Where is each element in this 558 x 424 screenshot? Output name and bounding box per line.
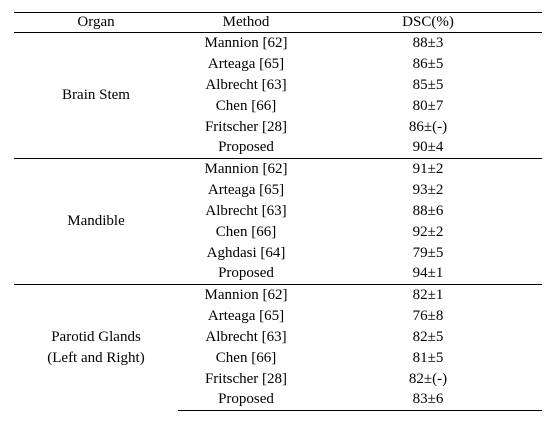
dsc-cell: 82±1 (314, 284, 542, 306)
dsc-cell: 88±6 (412, 202, 444, 219)
dsc-cell: 82±5 (412, 328, 444, 345)
organ-cell: Parotid Glands (Left and Right) (14, 284, 178, 411)
dsc-cell: 90±4 (412, 139, 444, 156)
dsc-cell: 86±(-) (408, 118, 448, 135)
table-row: Albrecht [63] 82±5 (14, 327, 542, 348)
table-row: Chen [66] 81±5 (14, 348, 542, 369)
table-row: Albrecht [63] 88±6 (14, 201, 542, 222)
table-row: Albrecht [63] 85±5 (14, 75, 542, 96)
organ-label: (Left and Right) (47, 349, 145, 366)
method-cell: Albrecht [63] (205, 76, 287, 93)
dsc-cell: 86±5 (412, 55, 444, 72)
table-row: Chen [66] 92±2 (14, 222, 542, 243)
method-cell: Proposed (218, 265, 274, 282)
dsc-cell: 81±5 (412, 349, 444, 366)
table-row: Fritscher [28] 82±(-) (14, 369, 542, 390)
dsc-cell: 82±(-) (408, 370, 448, 387)
method-cell: Fritscher [28] (204, 118, 288, 135)
dsc-cell: 88±3 (314, 32, 542, 54)
method-cell: Mannion [62] (178, 158, 314, 180)
method-cell: Chen [66] (215, 223, 277, 240)
dsc-cell: 93±2 (412, 181, 444, 198)
method-cell: Proposed (218, 139, 274, 156)
dsc-cell: 94±1 (412, 265, 444, 282)
method-cell: Arteaga [65] (207, 55, 285, 72)
organ-group: Mandible Mannion [62] 91±2 Arteaga [65] 93±2… (14, 158, 542, 285)
header-dsc: DSC(%) (314, 12, 542, 33)
dsc-cell: 79±5 (412, 244, 444, 261)
method-cell: Proposed (178, 389, 314, 411)
table-row: Arteaga [65] 93±2 (14, 180, 542, 201)
organ-label: Parotid Glands (51, 328, 141, 345)
method-cell: Fritscher [28] (204, 370, 288, 387)
method-cell: Albrecht [63] (205, 202, 287, 219)
table-row: Proposed 90±4 (14, 138, 542, 159)
table-row: Arteaga [65] 76±8 (14, 306, 542, 327)
dsc-cell: 83±6 (314, 389, 542, 411)
dsc-cell: 76±8 (412, 307, 444, 324)
organ-label: Brain Stem (62, 87, 130, 103)
table-row: Chen [66] 80±7 (14, 96, 542, 117)
table-row: Mandible Mannion [62] 91±2 (14, 158, 542, 285)
table-row: Proposed 83±6 (14, 389, 542, 411)
table-row: Aghdasi [64] 79±5 (14, 243, 542, 264)
method-cell: Mannion [62] (178, 32, 314, 54)
method-cell: Arteaga [65] (207, 307, 285, 324)
table-row: Parotid Glands (Left and Right) Mannion [6… (14, 284, 542, 411)
method-cell: Aghdasi [64] (206, 244, 286, 261)
dsc-cell: 91±2 (314, 158, 542, 180)
method-cell: Albrecht [63] (205, 328, 287, 345)
method-cell: Chen [66] (215, 97, 277, 114)
dsc-cell: 92±2 (412, 223, 444, 240)
method-cell: Arteaga [65] (207, 181, 285, 198)
organ-label: Mandible (67, 213, 125, 229)
header-organ: Organ (14, 12, 178, 33)
dsc-cell: 80±7 (412, 97, 444, 114)
method-cell: Mannion [62] (178, 284, 314, 306)
header-method: Method (178, 12, 314, 33)
organ-group: Brain Stem Mannion [62] 88±3 Arteaga [65] 86… (14, 32, 542, 159)
organ-cell: Brain Stem (14, 32, 178, 159)
dsc-cell: 85±5 (412, 76, 444, 93)
table-row: Brain Stem Mannion [62] 88±3 (14, 32, 542, 159)
method-cell: Chen [66] (215, 349, 277, 366)
organ-cell: Mandible (14, 158, 178, 285)
table-row: Arteaga [65] 86±5 (14, 54, 542, 75)
results-table: Organ Method DSC(%) Brain Stem Mannion [6… (14, 12, 542, 411)
organ-group: Parotid Glands (Left and Right) Mannion [6… (14, 284, 542, 411)
table-row: Fritscher [28] 86±(-) (14, 117, 542, 138)
header-row: Organ Method DSC(%) (14, 12, 542, 33)
table-row: Proposed 94±1 (14, 264, 542, 285)
